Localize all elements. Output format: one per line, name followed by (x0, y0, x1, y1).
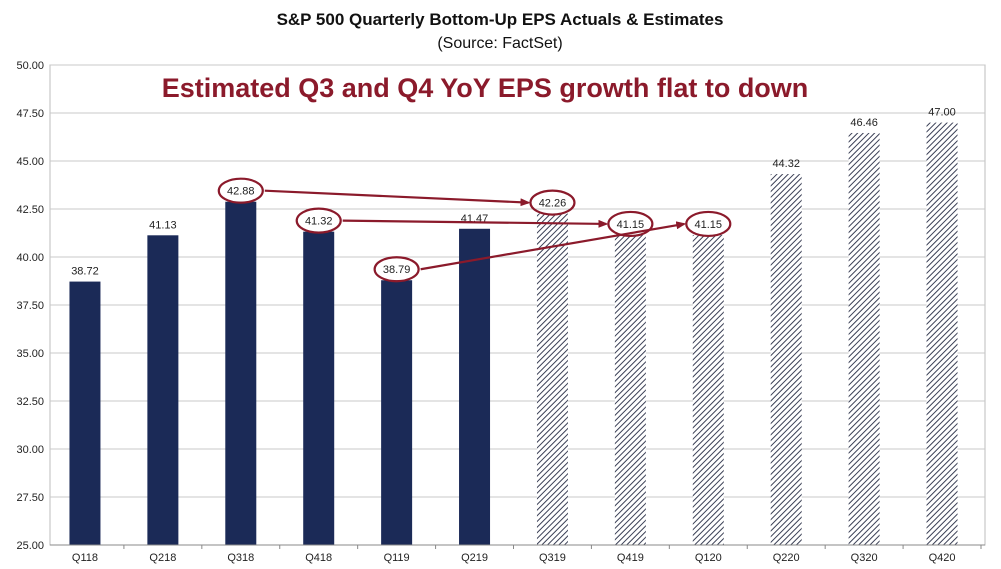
bar-estimate (692, 234, 724, 546)
x-tick-label: Q418 (305, 552, 332, 564)
x-axis: Q118 Q218 Q318 Q418 Q119 Q219 Q319 Q419 Q120 Q220… (50, 544, 985, 564)
bar-actual (381, 280, 413, 545)
data-labels: 38.7241.1342.8841.3238.7941.4742.2641.15… (71, 107, 956, 278)
x-tick-label: Q218 (149, 552, 176, 564)
x-tick-label: Q419 (617, 552, 644, 564)
highlight-circle (373, 256, 420, 283)
x-tick-label: Q320 (851, 552, 878, 564)
comparison-arrow (264, 189, 531, 207)
x-tick-label: Q119 (384, 552, 410, 564)
x-tick-label: Q120 (695, 552, 722, 564)
bar-estimate (614, 234, 646, 546)
data-label: 46.46 (850, 117, 878, 129)
bars (69, 122, 958, 546)
data-label: 41.15 (695, 219, 723, 231)
highlight-circle (217, 177, 264, 204)
highlight-circle (685, 210, 732, 238)
bar-actual (459, 228, 491, 545)
gridlines (49, 64, 986, 546)
data-label: 38.72 (71, 266, 99, 278)
bar-actual (147, 235, 179, 545)
y-tick-label: 40.00 (16, 252, 44, 264)
annotations (217, 177, 732, 283)
x-tick-label: Q318 (227, 552, 254, 564)
y-tick-label: 32.50 (16, 396, 44, 408)
data-label: 41.13 (149, 219, 177, 231)
chart-title: S&P 500 Quarterly Bottom-Up EPS Actuals … (277, 10, 724, 29)
data-label: 38.79 (383, 264, 411, 276)
headline-annotation: Estimated Q3 and Q4 YoY EPS growth flat … (162, 73, 809, 103)
x-tick-label: Q319 (539, 552, 566, 564)
x-tick-label: Q420 (929, 552, 956, 564)
y-axis: 25.00 27.50 30.00 32.50 35.00 37.50 40.00 42.50… (16, 60, 44, 552)
bar-actual (225, 201, 257, 546)
y-tick-label: 42.50 (16, 204, 44, 216)
data-label: 42.26 (539, 198, 567, 210)
data-label: 44.32 (772, 158, 800, 170)
highlight-circle (607, 210, 654, 238)
y-tick-label: 45.00 (16, 156, 44, 168)
y-tick-label: 50.00 (16, 60, 44, 72)
x-tick-label: Q219 (461, 552, 488, 564)
bar-actual (303, 231, 335, 545)
bar-estimate (848, 132, 880, 545)
x-tick-label: Q118 (72, 552, 98, 564)
y-tick-label: 35.00 (16, 348, 44, 360)
bar-estimate (770, 174, 802, 545)
bar-estimate (926, 122, 958, 545)
data-label: 42.88 (227, 186, 255, 198)
data-label: 47.00 (928, 107, 956, 119)
data-label: 41.32 (305, 216, 333, 228)
y-tick-label: 25.00 (16, 540, 44, 552)
y-tick-label: 37.50 (16, 300, 44, 312)
comparison-arrow (420, 221, 687, 271)
y-tick-label: 30.00 (16, 444, 44, 456)
bar-actual (69, 281, 101, 545)
comparison-arrow (342, 219, 609, 228)
data-label: 41.15 (617, 219, 645, 231)
highlight-circle (529, 189, 576, 216)
x-tick-label: Q220 (773, 552, 800, 564)
highlight-circle (295, 207, 342, 234)
chart-subtitle: (Source: FactSet) (437, 35, 562, 52)
y-tick-label: 47.50 (16, 108, 44, 120)
y-tick-label: 27.50 (16, 492, 44, 504)
bar-estimate (536, 213, 568, 545)
